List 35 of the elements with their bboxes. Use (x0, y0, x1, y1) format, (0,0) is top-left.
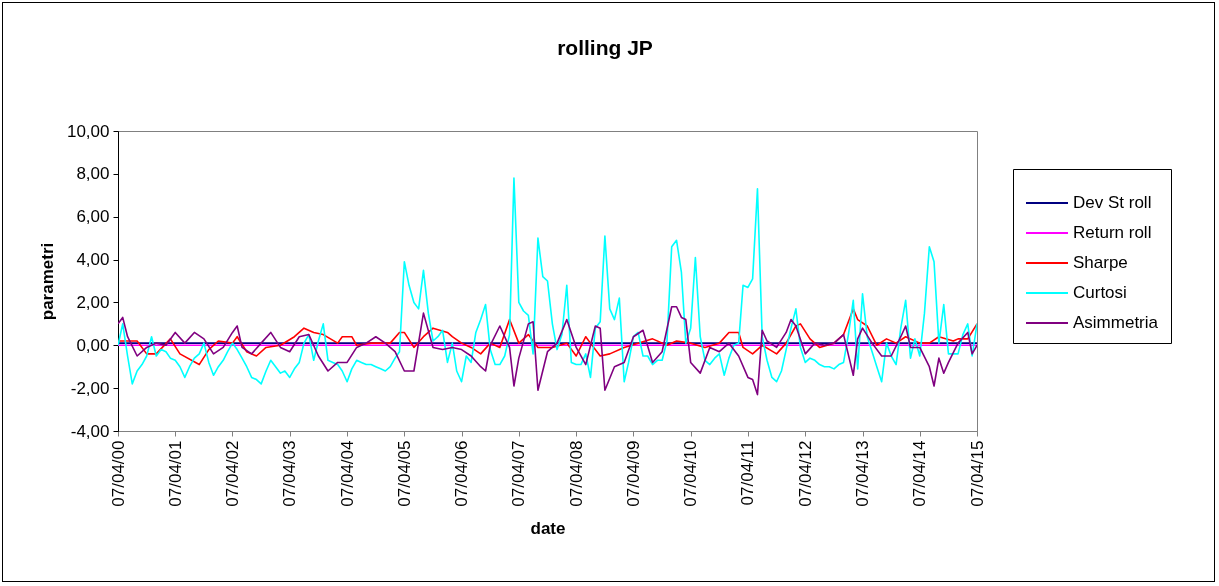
x-tick-label: 07/04/08 (566, 440, 586, 507)
legend-label: Dev St roll (1073, 193, 1152, 212)
x-tick-label: 07/04/12 (795, 440, 815, 507)
y-tick-label: 4,00 (76, 250, 110, 270)
y-tick-label: 10,00 (66, 121, 110, 141)
x-tick-label: 07/04/00 (108, 440, 128, 507)
line-series (118, 305, 977, 396)
y-axis-title: parametri (37, 242, 57, 321)
legend-label: Curtosi (1073, 283, 1127, 302)
x-tick-label: 07/04/15 (967, 440, 987, 507)
x-tick-label: 07/04/06 (452, 440, 472, 507)
x-tick-label: 07/04/02 (222, 440, 242, 507)
x-tick-label: 07/04/01 (165, 440, 185, 507)
x-axis-title: date (530, 518, 566, 538)
y-tick-label: 8,00 (76, 164, 110, 184)
y-tick-label: -2,00 (70, 378, 110, 398)
x-tick-label: 07/04/10 (681, 440, 701, 507)
y-tick-label: 0,00 (76, 335, 110, 355)
x-tick-label: 07/04/14 (910, 440, 930, 507)
legend-label: Return roll (1073, 223, 1152, 242)
x-tick-label: 07/04/04 (337, 440, 357, 507)
x-tick-label: 07/04/03 (280, 440, 300, 507)
y-tick-label: -4,00 (70, 421, 110, 441)
x-tick-label: 07/04/09 (623, 440, 643, 507)
legend-label: Sharpe (1073, 253, 1128, 272)
y-tick-label: 2,00 (76, 292, 110, 312)
line-series (118, 308, 977, 366)
line-series (118, 177, 977, 385)
x-tick-label: 07/04/11 (738, 440, 758, 506)
x-tick-label: 07/04/07 (509, 440, 529, 507)
chart-title: rolling JP (557, 36, 653, 59)
y-tick-label: 6,00 (76, 207, 110, 227)
x-tick-label: 07/04/05 (394, 440, 414, 507)
x-tick-label: 07/04/13 (853, 440, 873, 507)
legend-label: Asimmetria (1073, 313, 1159, 332)
